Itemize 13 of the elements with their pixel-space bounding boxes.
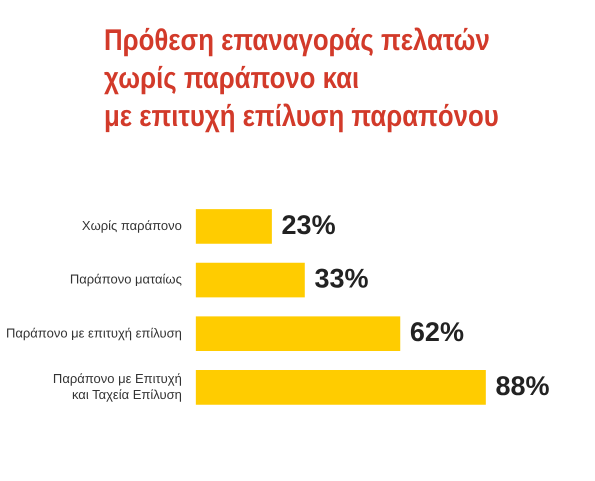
bar bbox=[196, 316, 400, 352]
y-tick-label: Χωρίς παράπονο bbox=[82, 218, 182, 234]
y-tick-label: Παράπονο με επιτυχή επίλυση bbox=[6, 325, 182, 340]
bar bbox=[196, 209, 272, 244]
bar bbox=[196, 262, 305, 298]
y-tick-label: Παράπονο ματαίως bbox=[70, 272, 182, 287]
data-label: 33% bbox=[314, 264, 369, 294]
chart-title: Πρόθεση επαναγοράς πελατών χωρίς παράπονο και με επιτυχή επίλυση παραπόνου bbox=[104, 23, 500, 135]
data-label: 88% bbox=[496, 370, 550, 401]
bar bbox=[196, 370, 486, 405]
y-tick-label: Παράπονο με Επιτυχή και Ταχεία Επίλυση bbox=[52, 371, 182, 402]
data-label: 62% bbox=[410, 317, 464, 348]
data-label: 23% bbox=[282, 210, 336, 240]
